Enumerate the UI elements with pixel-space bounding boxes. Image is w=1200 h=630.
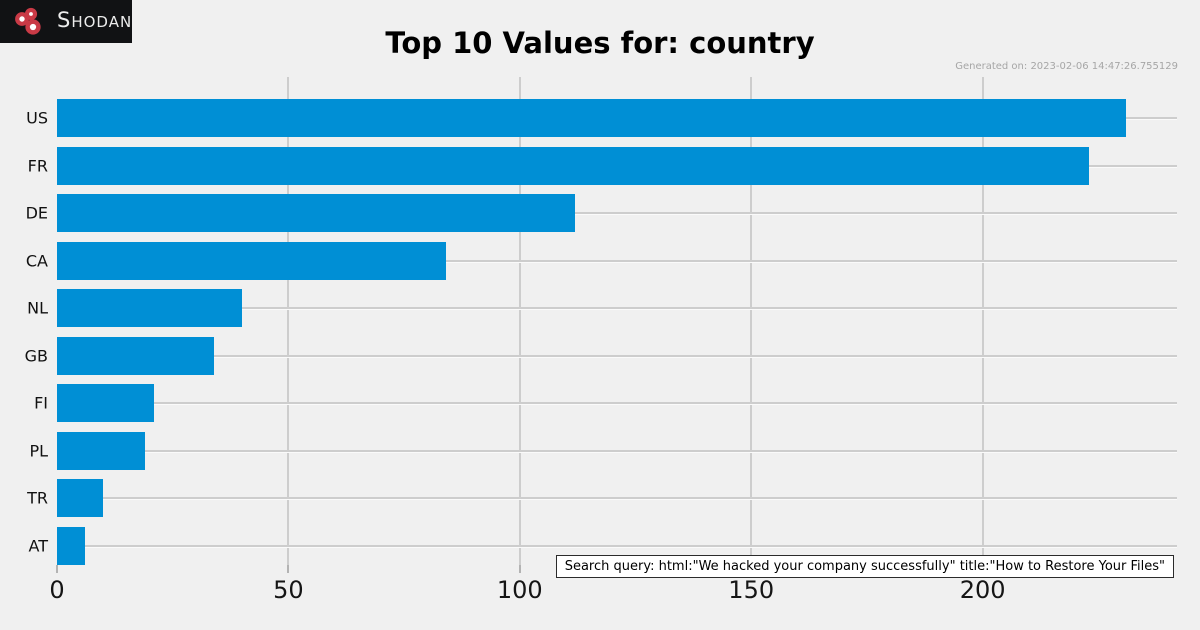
x-tick-label-150: 150	[728, 576, 775, 604]
horizontal-gridline	[57, 449, 1177, 452]
x-tick-mark	[56, 565, 58, 573]
bar-ca	[57, 241, 446, 280]
x-axis: 0 50 100 150 200	[49, 565, 1177, 615]
y-tick-label-at: AT	[28, 536, 48, 555]
horizontal-gridline	[57, 402, 1177, 404]
y-tick-label-nl: NL	[27, 298, 48, 318]
horizontal-gridline	[57, 544, 1177, 547]
y-tick-label-gb: GB	[24, 346, 48, 365]
y-tick-label-de: DE	[25, 203, 48, 223]
brand-name: Shodan	[57, 8, 133, 32]
vertical-gridline	[750, 77, 753, 565]
x-tick-mark	[287, 565, 290, 573]
y-tick-label-fr: FR	[27, 156, 48, 175]
search-query-box: Search query: html:"We hacked your compa…	[555, 555, 1174, 578]
x-tick-mark	[518, 565, 521, 573]
x-tick-label-100: 100	[496, 576, 543, 604]
y-tick-label-us: US	[26, 108, 48, 128]
shodan-logo: Shodan	[0, 0, 132, 43]
bar-fr	[57, 146, 1090, 185]
bar-at	[57, 526, 85, 565]
horizontal-gridline	[57, 212, 1177, 214]
horizontal-gridline	[57, 259, 1177, 262]
bar-fi	[57, 384, 155, 422]
bar-us	[57, 99, 1127, 137]
bar-de	[57, 194, 576, 232]
vertical-gridline	[287, 77, 290, 565]
page-title: Top 10 Values for: country	[385, 26, 815, 60]
vertical-gridline	[518, 77, 521, 565]
shodan-berries-icon	[15, 7, 41, 35]
plot-area	[57, 77, 1177, 565]
bar-pl	[57, 431, 145, 470]
bar-tr	[57, 479, 104, 517]
y-axis-labels: US FR DE CA NL GB FI PL TR AT	[0, 77, 48, 565]
vertical-gridline	[981, 77, 984, 565]
horizontal-gridline	[57, 497, 1177, 499]
x-tick-label-0: 0	[49, 576, 65, 604]
generated-timestamp: Generated on: 2023-02-06 14:47:26.755129	[955, 61, 1178, 72]
horizontal-gridline	[57, 354, 1177, 357]
x-tick-label-50: 50	[273, 576, 304, 604]
y-tick-label-ca: CA	[25, 251, 48, 270]
y-tick-label-tr: TR	[27, 488, 48, 508]
bar-nl	[57, 289, 243, 327]
bar-gb	[57, 336, 215, 375]
x-tick-label-200: 200	[959, 576, 1006, 604]
y-tick-label-pl: PL	[29, 441, 48, 460]
horizontal-gridline	[57, 307, 1177, 309]
search-query-text: Search query: html:"We hacked your compa…	[564, 559, 1165, 574]
y-tick-label-fi: FI	[34, 393, 48, 413]
